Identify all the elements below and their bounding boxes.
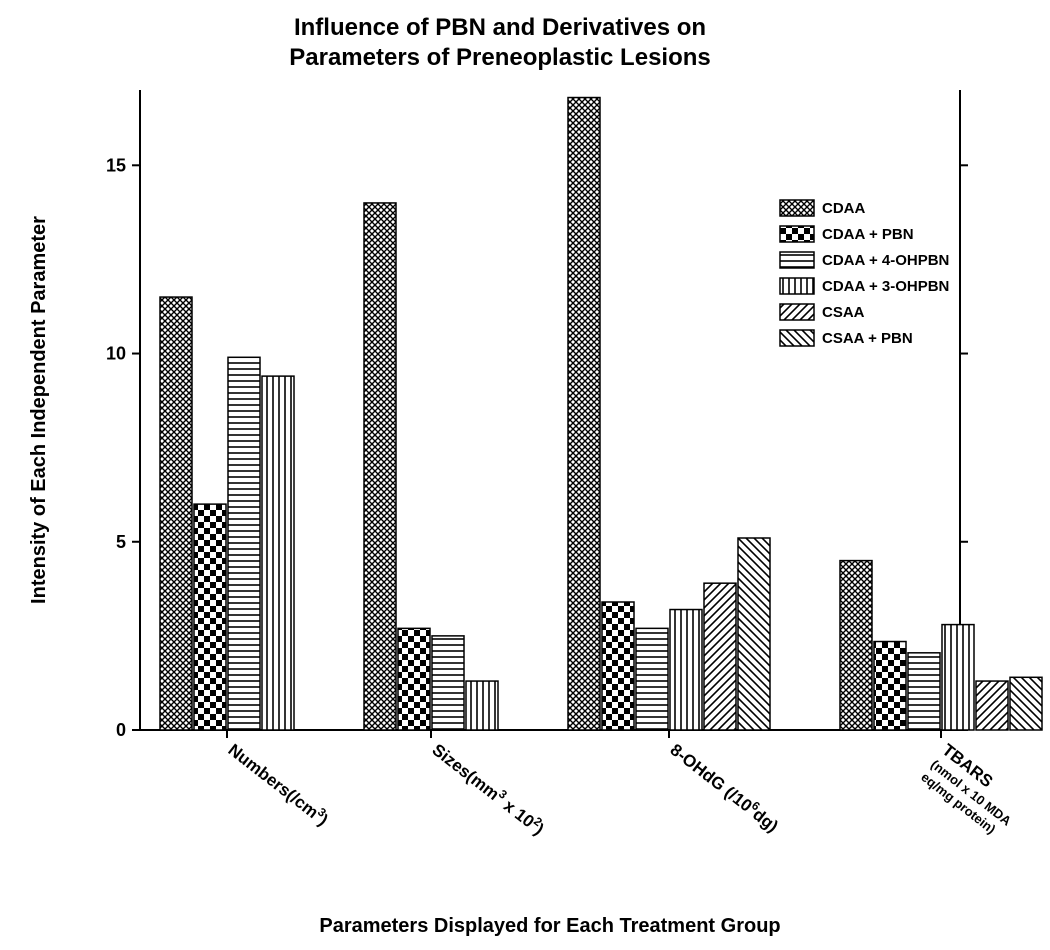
legend-label-CDAA_4OHPBN: CDAA + 4-OHPBN xyxy=(822,252,949,269)
bar-sizes-CDAA_3OHPBN xyxy=(466,681,498,730)
legend-swatch-CDAA_3OHPBN xyxy=(780,278,814,294)
bar-numbers-CDAA_4OHPBN xyxy=(228,357,260,730)
svg-text:8-OHdG (/106dg): 8-OHdG (/106dg) xyxy=(667,738,784,836)
x-group-label-sizes: Sizes(mm3 x 102) xyxy=(429,738,550,839)
bar-tbars-CSAA xyxy=(976,681,1008,730)
legend-label-CDAA_PBN: CDAA + PBN xyxy=(822,226,914,243)
y-tick-label: 5 xyxy=(116,532,126,552)
bar-ohdg-CSAA xyxy=(704,583,736,730)
plot-area: 0 5 10 15 Numbers(/cm3) Sizes(mm3 x 102) 8-OHd… xyxy=(106,90,1042,842)
y-tick-label: 15 xyxy=(106,155,126,175)
bar-sizes-CDAA xyxy=(364,203,396,730)
x-axis-label: Parameters Displayed for Each Treatment … xyxy=(319,915,780,937)
bar-ohdg-CDAA xyxy=(568,98,600,730)
legend-swatch-CDAA xyxy=(780,200,814,216)
x-group-label-numbers: Numbers(/cm3) xyxy=(225,738,334,830)
y-tick-label: 0 xyxy=(116,720,126,740)
bar-ohdg-CSAA_PBN xyxy=(738,538,770,730)
svg-text:Numbers(/cm3): Numbers(/cm3) xyxy=(225,738,334,830)
chart-title-line1: Influence of PBN and Derivatives on xyxy=(294,14,706,41)
bar-sizes-CDAA_4OHPBN xyxy=(432,636,464,730)
bar-tbars-CSAA_PBN xyxy=(1010,677,1042,730)
bar-tbars-CDAA_3OHPBN xyxy=(942,625,974,730)
chart-container: Influence of PBN and Derivatives on Para… xyxy=(0,0,1050,950)
legend-label-CSAA_PBN: CSAA + PBN xyxy=(822,330,913,347)
bar-tbars-CDAA_4OHPBN xyxy=(908,653,940,730)
bar-tbars-CDAA_PBN xyxy=(874,642,906,730)
bar-sizes-CDAA_PBN xyxy=(398,628,430,730)
legend-label-CDAA_3OHPBN: CDAA + 3-OHPBN xyxy=(822,278,949,295)
chart-title-line2: Parameters of Preneoplastic Lesions xyxy=(289,44,711,71)
bar-ohdg-CDAA_4OHPBN xyxy=(636,628,668,730)
svg-text:Sizes(mm3 x 102): Sizes(mm3 x 102) xyxy=(429,738,550,839)
bar-numbers-CDAA_3OHPBN xyxy=(262,376,294,730)
bar-tbars-CDAA xyxy=(840,561,872,730)
legend-swatch-CSAA_PBN xyxy=(780,330,814,346)
x-group-label-tbars: TBARS(nmol x 10 MDAeq/mg protein) xyxy=(918,740,1027,841)
legend-label-CSAA: CSAA xyxy=(822,304,865,321)
bar-ohdg-CDAA_3OHPBN xyxy=(670,610,702,730)
legend-label-CDAA: CDAA xyxy=(822,200,865,217)
legend-swatch-CDAA_PBN xyxy=(780,226,814,242)
y-tick-label: 10 xyxy=(106,344,126,364)
legend-swatch-CSAA xyxy=(780,304,814,320)
chart-svg: Influence of PBN and Derivatives on Para… xyxy=(0,0,1050,950)
legend-swatch-CDAA_4OHPBN xyxy=(780,252,814,268)
bar-ohdg-CDAA_PBN xyxy=(602,602,634,730)
bar-numbers-CDAA_PBN xyxy=(194,504,226,730)
bar-numbers-CDAA xyxy=(160,297,192,730)
y-axis-label: Intensity of Each Independent Parameter xyxy=(28,216,50,604)
x-group-label-ohdg: 8-OHdG (/106dg) xyxy=(667,738,784,836)
